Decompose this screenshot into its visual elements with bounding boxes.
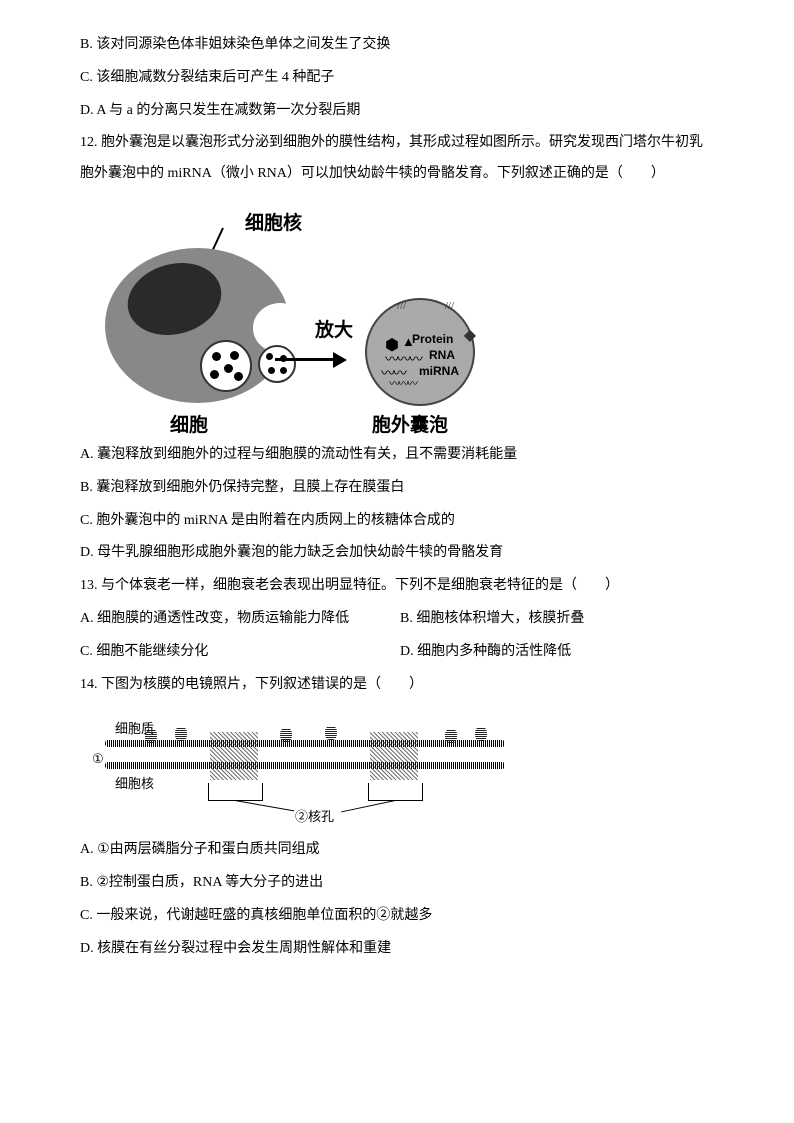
pore-1 xyxy=(210,732,258,780)
nucleus-label: 细胞核 xyxy=(245,203,302,245)
vesicle-label: 胞外囊泡 xyxy=(372,405,448,447)
mark-2: ②核孔 xyxy=(295,803,334,832)
enlarge-label: 放大 xyxy=(315,310,353,352)
q13-option-b: B. 细胞核体积增大，核膜折叠 xyxy=(400,604,714,635)
q14-option-d: D. 核膜在有丝分裂过程中会发生周期性解体和重建 xyxy=(80,934,714,965)
q11-option-d: D. A 与 a 的分离只发生在减数第一次分裂后期 xyxy=(80,96,714,127)
q12-text: 12. 胞外囊泡是以囊泡形式分泌到细胞外的膜性结构，其形成过程如图所示。研究发现… xyxy=(80,128,714,190)
q13-text: 13. 与个体衰老一样，细胞衰老会表现出明显特征。下列不是细胞衰老特征的是（ ） xyxy=(80,571,714,602)
cell-nucleus-shape xyxy=(120,253,230,345)
q11-option-c: C. 该细胞减数分裂结束后可产生 4 种配子 xyxy=(80,63,714,94)
mark-1: ① xyxy=(92,745,104,774)
cell-body xyxy=(105,248,290,403)
bracket-1 xyxy=(208,783,263,801)
small-vesicle xyxy=(200,340,252,392)
arrow-icon xyxy=(275,350,350,370)
q13-option-c: C. 细胞不能继续分化 xyxy=(80,637,400,668)
pore-2 xyxy=(370,732,418,780)
mirna-label: miRNA xyxy=(419,358,459,384)
q14-option-a: A. ①由两层磷脂分子和蛋白质共同组成 xyxy=(80,835,714,866)
bracket-2 xyxy=(368,783,423,801)
q12-figure: 细胞核 放大 /// /// ◆ ⬢ ▲ xyxy=(80,200,714,430)
q14-option-b: B. ②控制蛋白质，RNA 等大分子的进出 xyxy=(80,868,714,899)
q14-text: 14. 下图为核膜的电镜照片，下列叙述错误的是（ ） xyxy=(80,670,714,701)
q14-option-c: C. 一般来说，代谢越旺盛的真核细胞单位面积的②就越多 xyxy=(80,901,714,932)
q14-figure: 细胞质 ① 细胞核 ②核孔 xyxy=(80,710,714,825)
q13-option-a: A. 细胞膜的通透性改变，物质运输能力降低 xyxy=(80,604,400,635)
q12-option-b: B. 囊泡释放到细胞外仍保持完整，且膜上存在膜蛋白 xyxy=(80,473,714,504)
q11-option-b: B. 该对同源染色体非姐妹染色单体之间发生了交换 xyxy=(80,30,714,61)
q13-option-d: D. 细胞内多种酶的活性降低 xyxy=(400,637,714,668)
membrane-band xyxy=(105,732,505,780)
q12-option-c: C. 胞外囊泡中的 miRNA 是由附着在内质网上的核糖体合成的 xyxy=(80,506,714,537)
big-vesicle: /// /// ◆ ⬢ ▲ Protein 〰〰〰 RNA 〰〰 miRNA 〰… xyxy=(365,298,475,406)
q12-option-d: D. 母牛乳腺细胞形成胞外囊泡的能力缺乏会加快幼龄牛犊的骨骼发育 xyxy=(80,538,714,569)
cell-label: 细胞 xyxy=(170,405,208,447)
